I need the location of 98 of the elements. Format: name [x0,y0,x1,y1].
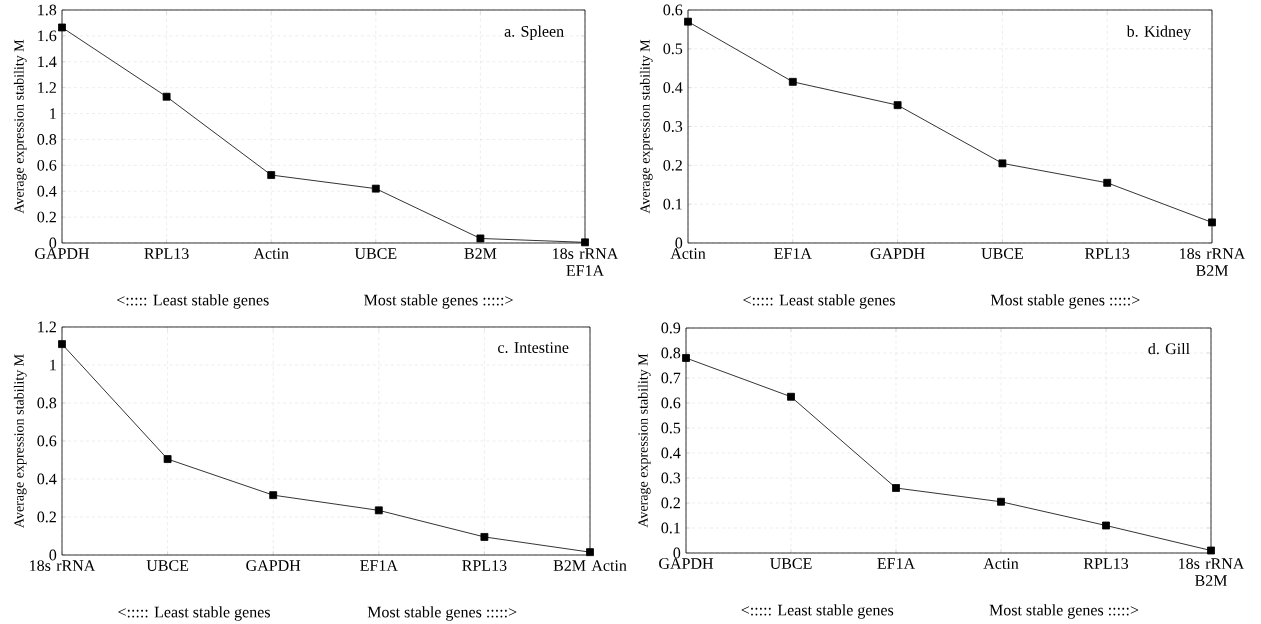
point [58,23,66,32]
text: d. Gill [1148,342,1190,355]
y-tick-label: 0.4 [37,185,57,197]
y-tick-label: 1.2 [38,82,56,94]
y-tick-label: 0.7 [661,372,681,384]
point [267,171,276,179]
x-tick-label: RPL13 [462,560,507,571]
point [1102,521,1110,530]
x-tick-label: GAPDH [870,248,925,259]
text: Most stable genes :::::> [364,294,513,309]
x-tick-label: EF1A [360,560,398,571]
y-tick-label: 0.2 [661,497,680,509]
y-tick-label: 0.1 [661,522,680,534]
x-tick-label: 18s rRNA EF1A [553,248,619,276]
y-axis-title: Average expression stability M [639,39,653,214]
x-tick-label: UBCE [981,248,1023,259]
x-tick-label: 18s rRNA B2M [1179,558,1245,586]
text: <::::: Least stable genes [741,604,894,619]
point [1208,218,1216,227]
y-tick-label: 0.5 [663,43,683,55]
text: c. Intestine [498,342,569,354]
y-tick-label: 0.8 [37,397,57,409]
y-tick-label: 0.4 [663,82,683,94]
x-tick-label: GAPDH [35,248,90,259]
point [997,497,1005,506]
y-tick-label: 1.4 [38,56,57,68]
y-tick-label: 0.2 [37,511,56,523]
text: a. Spleen [504,25,564,41]
point [371,184,380,193]
x-tick-label: RPL13 [1083,558,1129,569]
y-tick-label: 1.8 [38,4,57,16]
text: Most stable genes :::::> [367,606,517,621]
y-tick-label: 0.6 [663,4,683,16]
y-axis-title: Average expression stability M [637,353,651,528]
x-tick-label: GAPDH [659,558,714,569]
y-tick-label: 0.6 [37,159,57,171]
point [684,17,692,26]
text: <::::: Least stable genes [743,294,895,309]
y-tick-label: 0.6 [661,397,681,409]
point [586,548,594,557]
x-tick-label: Actin [253,248,289,259]
y-tick-label: 0.4 [661,447,681,459]
y-tick-label: 0 [49,237,57,249]
x-tick-label: GAPDH [246,560,301,571]
point [892,484,900,492]
y-axis-title: Average expression stability M [13,354,27,529]
text: Most stable genes :::::> [990,294,1140,309]
x-tick-label: UBCE [354,248,397,259]
y-tick-label: 0.2 [663,159,682,171]
x-tick-label: B2M Actin [553,560,627,571]
x-tick-label: 18s rRNA [30,560,96,571]
point [269,491,278,500]
point [480,533,489,541]
y-tick-label: 1 [50,359,56,371]
point [374,506,383,515]
y-tick-label: 0.2 [37,211,56,223]
x-tick-label: 18s rRNA B2M [1180,248,1246,276]
y-tick-label: 0.5 [661,422,681,434]
text: Most stable genes :::::> [989,604,1139,619]
x-tick-label: EF1A [877,558,915,569]
y-tick-label: 0.4 [37,473,57,485]
text: <::::: Least stable genes [117,294,269,309]
x-tick-label: Actin [670,248,706,259]
point [893,101,902,110]
text: <::::: Least stable genes [118,606,270,621]
y-tick-label: 0.1 [663,198,682,210]
point [581,238,589,247]
text: b. Kidney [1126,25,1192,41]
y-tick-label: 1.6 [38,30,57,42]
x-tick-label: RPL13 [144,248,189,259]
y-tick-label: 0.8 [37,134,57,145]
x-tick-label: RPL13 [1085,248,1130,259]
x-tick-label: Actin [983,558,1019,569]
point [1103,178,1112,187]
y-tick-label: 1.2 [38,321,56,333]
point [1207,546,1215,555]
point [787,392,795,401]
point [682,354,690,362]
y-tick-label: 0 [675,237,683,249]
x-tick-label: EF1A [774,248,812,259]
y-tick-label: 0.3 [661,472,681,484]
y-tick-label: 0 [49,549,57,561]
y-tick-label: 1 [50,108,56,119]
y-tick-label: 0.6 [37,435,57,447]
point [162,92,171,101]
y-tick-label: 0.3 [663,121,683,132]
y-tick-label: 0 [673,547,681,559]
point [998,159,1007,168]
x-tick-label: B2M [464,248,497,259]
y-tick-label: 0.8 [661,347,681,359]
point [163,455,172,463]
point [788,77,797,86]
y-axis-title: Average expression stability M [13,39,27,214]
point [58,340,66,348]
x-tick-label: UBCE [146,560,189,571]
y-tick-label: 0.9 [661,322,681,334]
point [476,234,485,243]
x-tick-label: UBCE [770,558,812,569]
